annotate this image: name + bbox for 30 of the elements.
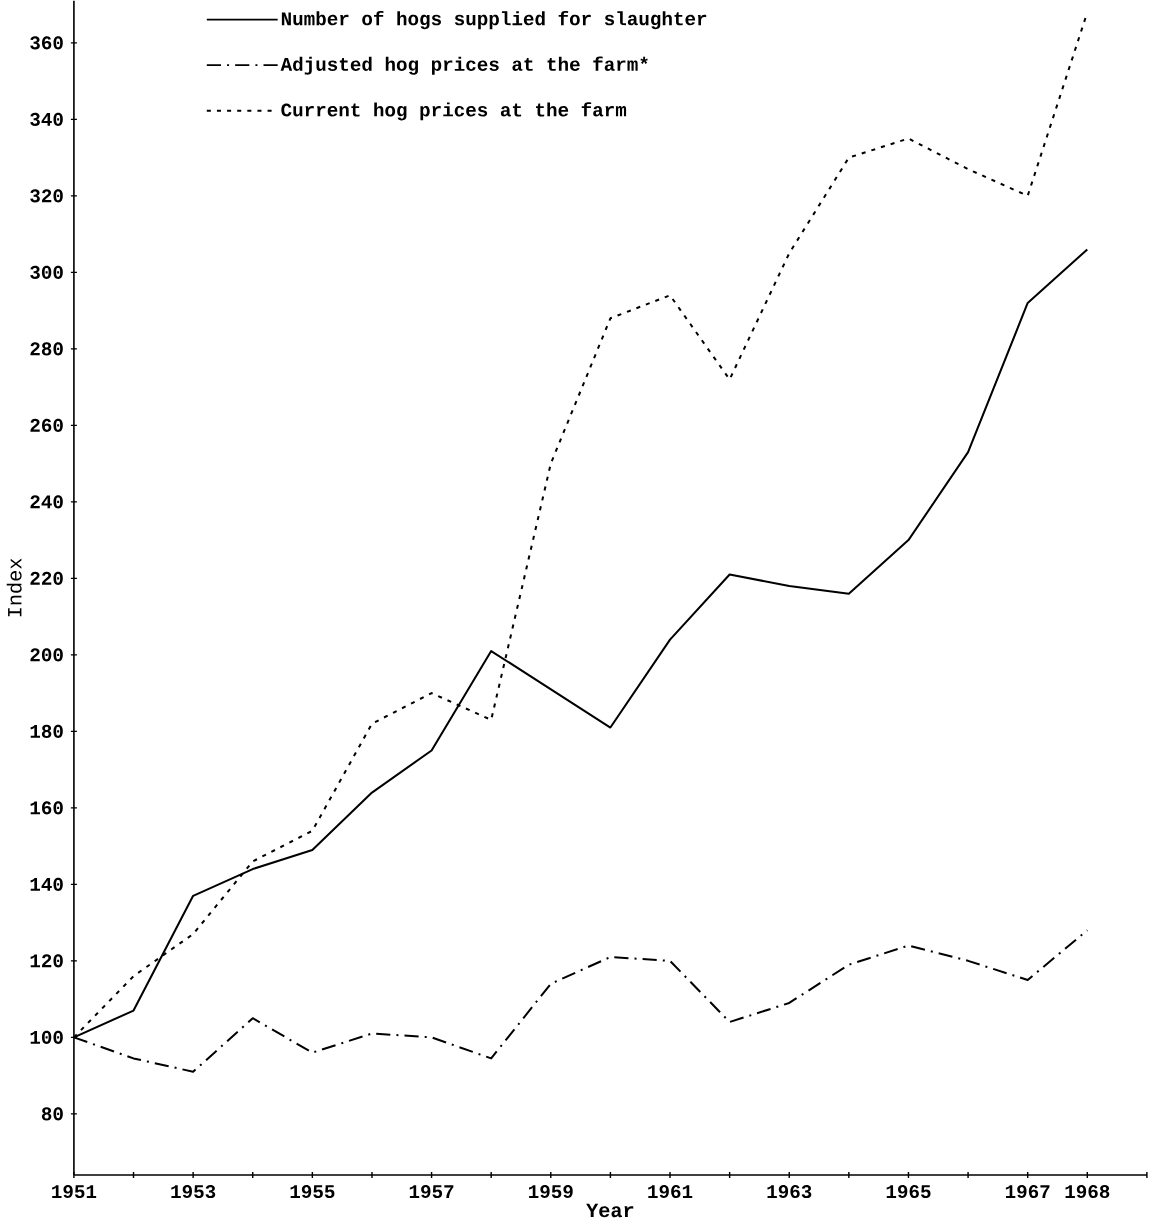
legend-label: Number of hogs supplied for slaughter	[282, 10, 707, 30]
x-tick-label: 1963	[767, 1185, 812, 1199]
x-tick-label: 1957	[409, 1185, 454, 1199]
y-tick-label: 200	[30, 648, 63, 662]
y-tick-label: 100	[30, 1030, 63, 1044]
y-axis-title: Index	[6, 558, 22, 617]
x-axis-title: Year	[586, 1203, 634, 1218]
y-tick-label: 80	[42, 1107, 63, 1121]
x-tick-label: 1955	[290, 1185, 335, 1199]
y-tick-label: 240	[30, 495, 63, 509]
x-tick-label: 1967	[1006, 1185, 1050, 1199]
y-tick-label: 220	[30, 571, 63, 585]
y-tick-label: 320	[30, 189, 63, 203]
x-tick-label: 1961	[648, 1185, 693, 1199]
legend-label: Adjusted hog prices at the farm*	[280, 56, 648, 75]
x-tick-label: 1953	[171, 1185, 216, 1199]
y-tick-label: 180	[30, 724, 63, 738]
x-tick-label: 1951	[52, 1185, 97, 1199]
y-tick-label: 260	[30, 418, 63, 432]
x-tick-label: 1959	[529, 1185, 573, 1199]
y-tick-label: 140	[30, 877, 63, 891]
y-tick-label: 120	[30, 954, 63, 968]
y-tick-label: 360	[30, 36, 63, 50]
x-tick-label: 1968	[1065, 1185, 1110, 1199]
x-tick-label: 1965	[886, 1185, 931, 1199]
legend-label: Current hog prices at the farm	[281, 102, 627, 121]
y-tick-label: 300	[30, 265, 63, 279]
y-tick-label: 340	[30, 112, 63, 126]
y-tick-label: 160	[30, 801, 63, 815]
y-tick-label: 280	[30, 342, 63, 356]
